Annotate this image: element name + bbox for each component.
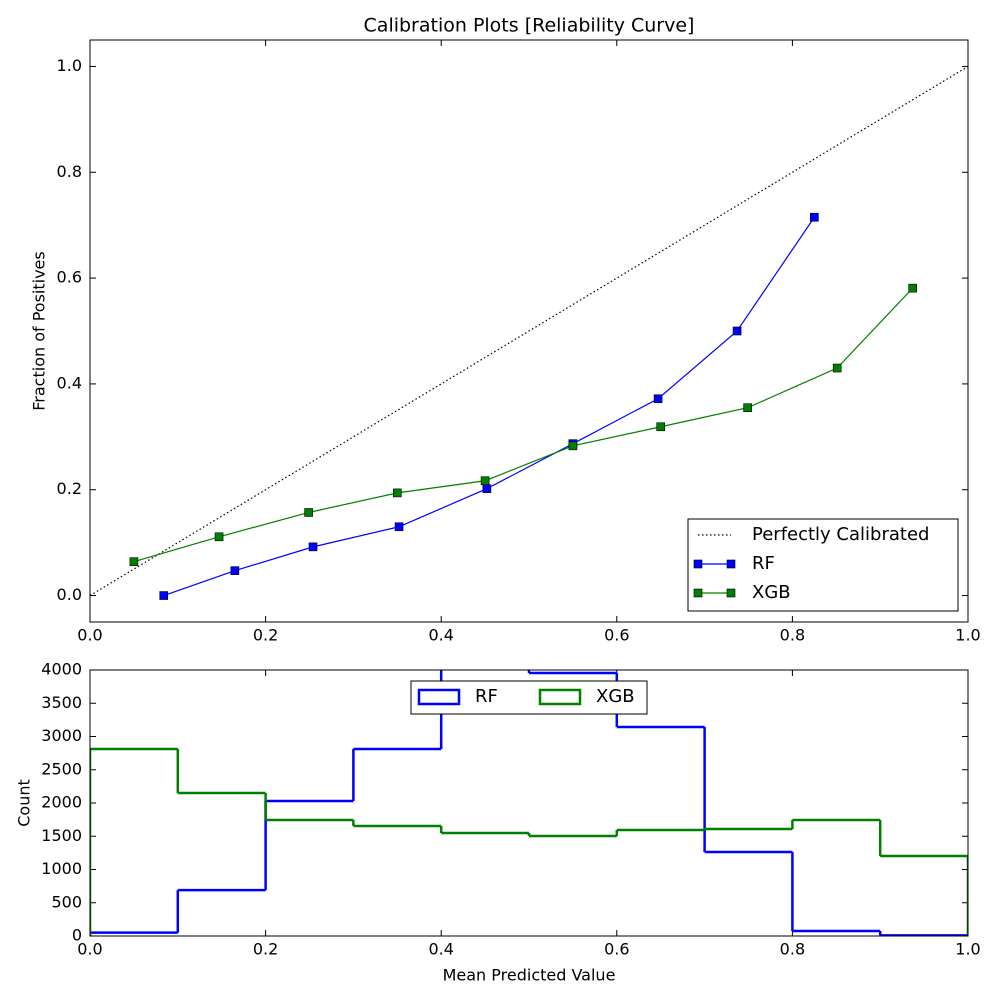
marker [656, 422, 666, 432]
legend [410, 680, 648, 715]
marker [568, 441, 578, 451]
marker [653, 394, 663, 404]
x-tick-label: 0.6 [604, 940, 629, 959]
x-tick-label: 0.0 [77, 626, 102, 645]
marker [129, 557, 139, 566]
marker [392, 488, 402, 498]
marker [743, 403, 752, 413]
legend-marker [726, 559, 736, 569]
series-line [90, 65, 968, 597]
series-line [133, 287, 914, 563]
axes-frame [89, 39, 969, 623]
x-tick-label: 0.4 [428, 626, 453, 645]
y-tick-label: 500 [51, 892, 82, 911]
axes-frame [89, 669, 969, 937]
chart-title: Calibration Plots [Reliability Curve] [364, 15, 695, 37]
marker [810, 212, 819, 222]
y-tick-label: 2000 [41, 793, 82, 812]
legend-label: RF [475, 686, 498, 707]
marker [832, 363, 842, 373]
legend-patch [417, 688, 461, 706]
x-axis-label: Mean Predicted Value [443, 966, 616, 985]
x-tick-label: 0.0 [77, 940, 102, 959]
y-tick-label: 0.4 [57, 373, 82, 392]
legend-marker [726, 588, 736, 598]
y-tick-label: 0.8 [57, 162, 82, 181]
legend-label: XGB [596, 686, 635, 707]
y-tick-label: 3000 [41, 726, 82, 745]
legend-marker [693, 559, 703, 569]
marker [480, 476, 490, 486]
marker [230, 566, 240, 575]
plot-area [90, 65, 968, 600]
x-tick-label: 0.6 [604, 626, 629, 645]
marker [159, 591, 169, 600]
y-tick-label: 1.0 [57, 56, 82, 75]
marker [304, 508, 313, 517]
marker [214, 532, 224, 542]
x-tick-label: 0.8 [780, 940, 805, 959]
x-tick-label: 0.4 [428, 940, 453, 959]
legend-label: XGB [752, 582, 791, 603]
y-axis-label: Fraction of Positives [30, 251, 49, 410]
y-tick-label: 0 [72, 926, 82, 945]
y-axis-label: Count [15, 779, 34, 827]
x-tick-label: 1.0 [955, 940, 980, 959]
marker [482, 484, 492, 493]
y-tick-label: 2500 [41, 759, 82, 778]
x-tick-label: 1.0 [955, 626, 980, 645]
y-tick-label: 3500 [41, 693, 82, 712]
y-tick-label: 4000 [41, 660, 82, 679]
y-tick-label: 0.2 [57, 479, 82, 498]
y-tick-label: 0.0 [57, 585, 82, 604]
legend-patch [538, 688, 582, 706]
marker [308, 542, 318, 552]
plot-area [90, 670, 968, 936]
y-tick-label: 1000 [41, 859, 82, 878]
x-tick-label: 0.2 [253, 626, 278, 645]
x-tick-label: 0.8 [780, 626, 805, 645]
y-tick-label: 1500 [41, 826, 82, 845]
marker [732, 326, 742, 336]
x-tick-label: 0.2 [253, 940, 278, 959]
legend-marker [693, 588, 703, 598]
legend-label: Perfectly Calibrated [752, 524, 929, 545]
y-tick-label: 0.6 [57, 268, 82, 287]
marker [908, 283, 917, 293]
marker [394, 522, 404, 532]
legend-label: RF [752, 553, 775, 574]
